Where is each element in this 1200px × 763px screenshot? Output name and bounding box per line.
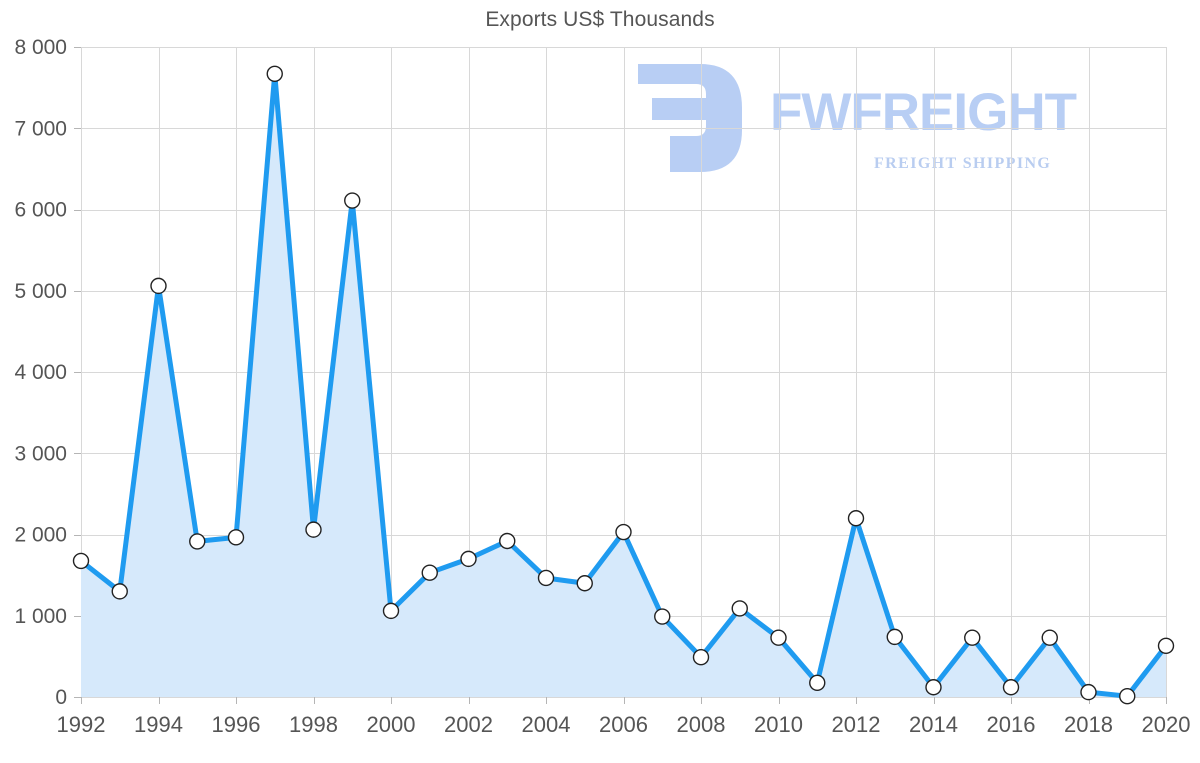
y-axis-tick-label: 1 000	[14, 605, 67, 628]
data-point-marker[interactable]	[382, 602, 400, 620]
data-point-marker[interactable]	[1157, 637, 1175, 655]
data-point-marker[interactable]	[305, 521, 322, 538]
area-fill	[81, 73, 1166, 697]
y-axis-tick-label: 6 000	[14, 199, 67, 222]
data-point-marker[interactable]	[1041, 629, 1058, 646]
chart-title: Exports US$ Thousands	[485, 8, 715, 31]
y-axis-tick-label: 8 000	[14, 36, 67, 59]
y-axis-tick-label: 0	[55, 686, 67, 709]
data-point-marker[interactable]	[266, 65, 283, 83]
x-axis-tick-label: 2020	[1142, 712, 1191, 737]
data-point-marker[interactable]	[72, 552, 90, 570]
data-point-marker[interactable]	[1002, 679, 1020, 696]
data-point-marker[interactable]	[499, 532, 516, 550]
x-axis-tick-label: 1998	[289, 712, 338, 737]
data-point-marker[interactable]	[537, 569, 555, 587]
data-point-marker[interactable]	[1080, 683, 1097, 701]
data-point-marker[interactable]	[150, 277, 167, 295]
x-axis-tick-label: 2006	[599, 712, 648, 737]
x-axis-tick-label: 2008	[677, 712, 726, 737]
data-point-marker[interactable]	[654, 608, 671, 625]
x-axis-tick-label: 1996	[212, 712, 261, 737]
data-point-marker[interactable]	[189, 533, 206, 550]
area-fill-path	[81, 73, 1166, 697]
data-point-marker[interactable]	[925, 679, 942, 696]
data-point-marker[interactable]	[111, 583, 128, 600]
y-axis-tick-label: 4 000	[14, 361, 67, 384]
data-point-marker[interactable]	[886, 628, 903, 646]
data-point-marker[interactable]	[421, 564, 438, 581]
data-point-marker[interactable]	[692, 648, 710, 666]
x-axis-tick-label: 2010	[754, 712, 803, 737]
data-point-marker[interactable]	[847, 510, 865, 527]
x-axis-tick-label: 2014	[909, 712, 958, 737]
data-point-marker[interactable]	[731, 600, 748, 617]
y-axis-ticks: 0 1 000 2 000 3 000 4 000 5 000 6 000 7 000 8 00…	[14, 36, 67, 709]
data-point-marker[interactable]	[615, 523, 632, 541]
x-axis-tick-label: 1992	[57, 712, 106, 737]
y-axis-tick-label: 7 000	[14, 117, 67, 140]
x-axis-ticks: 1992 1994 1996 1998 2000 2002 2004 2006 2008 2010…	[57, 712, 1191, 737]
x-axis-tick-label: 2000	[367, 712, 416, 737]
x-axis-tick-label: 2012	[832, 712, 881, 737]
data-point-marker[interactable]	[809, 674, 826, 691]
x-axis-tick-label: 2002	[444, 712, 493, 737]
y-axis-tick-label: 3 000	[14, 442, 67, 465]
data-markers[interactable]	[72, 65, 1175, 705]
x-axis-tick-label: 1994	[134, 712, 183, 737]
data-point-marker[interactable]	[770, 629, 787, 646]
data-point-marker[interactable]	[1119, 687, 1136, 705]
data-point-marker[interactable]	[344, 192, 361, 209]
x-axis-tick-label: 2016	[987, 712, 1036, 737]
x-axis-tick-label: 2004	[522, 712, 571, 737]
x-axis-tick-label: 2018	[1064, 712, 1113, 737]
data-point-marker[interactable]	[576, 575, 593, 592]
data-point-marker[interactable]	[227, 529, 245, 546]
y-axis-tick-label: 5 000	[14, 280, 67, 303]
y-axis-tick-label: 2 000	[14, 524, 67, 547]
data-point-marker[interactable]	[964, 629, 981, 646]
data-point-marker[interactable]	[460, 550, 477, 568]
